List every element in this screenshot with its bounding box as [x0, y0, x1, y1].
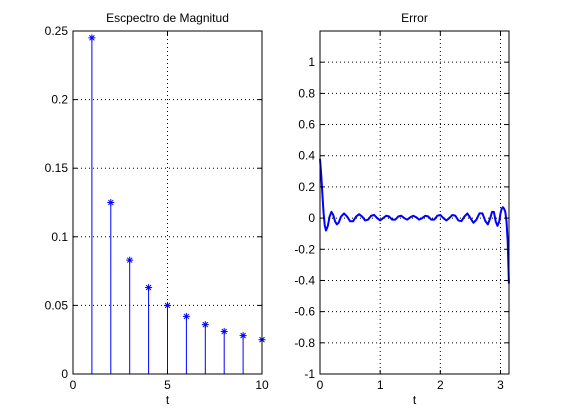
x-tick-label: 1 — [377, 378, 384, 392]
y-tick-label: 0.8 — [298, 86, 315, 100]
y-tick-label: 0.2 — [298, 180, 315, 194]
stem-marker — [88, 34, 96, 42]
y-tick-label: 0 — [61, 367, 68, 381]
x-tick-label: 3 — [497, 378, 504, 392]
stem-marker — [164, 301, 171, 309]
stem-marker — [239, 332, 247, 340]
y-tick-label: 0.2 — [51, 93, 68, 107]
marker-stroke — [107, 199, 114, 206]
plot-area — [320, 31, 509, 374]
chart-title: Error — [401, 11, 428, 25]
y-tick-label: 0.1 — [51, 230, 68, 244]
marker-stroke — [164, 302, 171, 309]
y-tick-label: -0.6 — [294, 305, 315, 319]
y-tick-label: 0.6 — [298, 118, 315, 132]
x-axis-label: t — [166, 393, 170, 407]
x-tick-label: 2 — [437, 378, 444, 392]
stem-marker — [182, 312, 190, 320]
axes-frame — [319, 30, 510, 375]
stem-marker — [145, 284, 153, 292]
y-tick-label: -0.4 — [294, 273, 315, 287]
marker-stroke — [240, 332, 246, 339]
y-tick-label: -1 — [304, 367, 315, 381]
y-tick-label: 1 — [308, 55, 315, 69]
y-tick-label: 0.25 — [45, 24, 69, 38]
error-series-line — [319, 158, 510, 284]
stem-marker — [107, 199, 115, 206]
magnitude-spectrum-panel: 0 5 10 0 0.05 0.1 0.15 0.2 0.25 Escpectro de Magn… — [45, 11, 269, 407]
stem-marker — [201, 321, 209, 329]
x-tick-label: 10 — [255, 378, 269, 392]
chart-title: Escpectro de Magnitud — [106, 11, 229, 25]
y-tick-label: 0 — [308, 211, 315, 225]
x-tick-label: 0 — [317, 378, 324, 392]
y-tick-label: -0.2 — [294, 242, 315, 256]
y-tick-label: 0.4 — [298, 149, 315, 163]
marker-stroke — [89, 35, 95, 41]
marker-stroke — [183, 313, 190, 320]
y-tick-label: -0.8 — [294, 336, 315, 350]
marker-stroke — [126, 257, 133, 263]
marker-stroke — [221, 328, 228, 335]
x-tick-label: 0 — [70, 378, 77, 392]
x-axis-label: t — [413, 393, 417, 407]
stem-marker — [220, 327, 228, 335]
y-tick-label: 0.15 — [45, 161, 69, 175]
marker-stroke — [145, 284, 152, 291]
marker-stroke — [202, 321, 209, 328]
x-tick-label: 5 — [164, 378, 171, 392]
error-panel: 0 1 2 3 -1 -0.8 -0.6 -0.4 -0.2 0 0.2 0.4 0.6 0.8 1 Erro… — [294, 11, 510, 407]
y-tick-label: 0.05 — [45, 298, 69, 312]
stem-marker — [126, 256, 134, 264]
